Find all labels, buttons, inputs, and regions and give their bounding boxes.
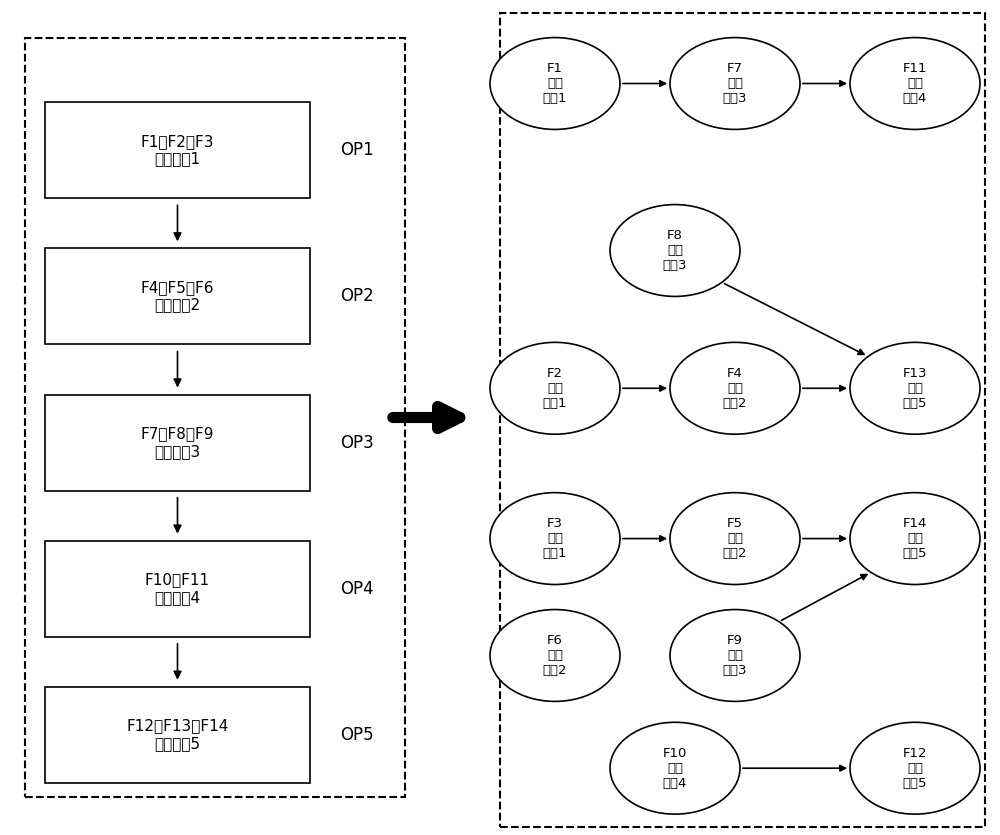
Text: OP2: OP2 bbox=[340, 287, 374, 306]
Ellipse shape bbox=[850, 493, 980, 584]
Text: F1
算子
函数1: F1 算子 函数1 bbox=[543, 62, 567, 105]
Text: OP3: OP3 bbox=[340, 433, 374, 452]
Text: F7，F8，F9
算子函数3: F7，F8，F9 算子函数3 bbox=[141, 427, 214, 458]
Ellipse shape bbox=[610, 722, 740, 814]
FancyBboxPatch shape bbox=[45, 249, 310, 344]
Ellipse shape bbox=[850, 38, 980, 129]
Ellipse shape bbox=[670, 38, 800, 129]
Text: OP5: OP5 bbox=[340, 726, 374, 744]
Text: F14
算子
函数5: F14 算子 函数5 bbox=[903, 517, 927, 560]
Text: F2
算子
函数1: F2 算子 函数1 bbox=[543, 367, 567, 410]
Text: OP1: OP1 bbox=[340, 141, 374, 159]
Text: F1，F2，F3
算子函数1: F1，F2，F3 算子函数1 bbox=[141, 134, 214, 166]
Text: F12
算子
函数5: F12 算子 函数5 bbox=[903, 746, 927, 790]
Ellipse shape bbox=[490, 493, 620, 584]
Text: F12，F13，F14
算子函数5: F12，F13，F14 算子函数5 bbox=[126, 719, 229, 751]
Ellipse shape bbox=[670, 493, 800, 584]
FancyBboxPatch shape bbox=[500, 13, 985, 827]
Text: OP4: OP4 bbox=[340, 579, 374, 598]
Text: F5
算子
函数2: F5 算子 函数2 bbox=[723, 517, 747, 560]
Text: F7
算子
函数3: F7 算子 函数3 bbox=[723, 62, 747, 105]
Text: F3
算子
函数1: F3 算子 函数1 bbox=[543, 517, 567, 560]
FancyBboxPatch shape bbox=[45, 103, 310, 199]
Ellipse shape bbox=[490, 38, 620, 129]
Text: F4，F5，F6
算子函数2: F4，F5，F6 算子函数2 bbox=[141, 281, 214, 312]
Ellipse shape bbox=[670, 610, 800, 701]
Text: F13
算子
函数5: F13 算子 函数5 bbox=[903, 367, 927, 410]
Ellipse shape bbox=[490, 342, 620, 434]
FancyBboxPatch shape bbox=[45, 541, 310, 636]
Text: F9
算子
函数3: F9 算子 函数3 bbox=[723, 634, 747, 677]
Ellipse shape bbox=[850, 722, 980, 814]
Ellipse shape bbox=[610, 205, 740, 296]
Text: F4
算子
函数2: F4 算子 函数2 bbox=[723, 367, 747, 410]
FancyBboxPatch shape bbox=[45, 395, 310, 491]
Ellipse shape bbox=[670, 342, 800, 434]
Text: F6
算子
函数2: F6 算子 函数2 bbox=[543, 634, 567, 677]
Text: F10，F11
算子函数4: F10，F11 算子函数4 bbox=[145, 573, 210, 605]
FancyBboxPatch shape bbox=[45, 686, 310, 783]
Text: F8
算子
函数3: F8 算子 函数3 bbox=[663, 229, 687, 272]
Ellipse shape bbox=[490, 610, 620, 701]
Text: F11
算子
函数4: F11 算子 函数4 bbox=[903, 62, 927, 105]
Ellipse shape bbox=[850, 342, 980, 434]
FancyBboxPatch shape bbox=[25, 38, 405, 797]
Text: F10
算子
函数4: F10 算子 函数4 bbox=[663, 746, 687, 790]
